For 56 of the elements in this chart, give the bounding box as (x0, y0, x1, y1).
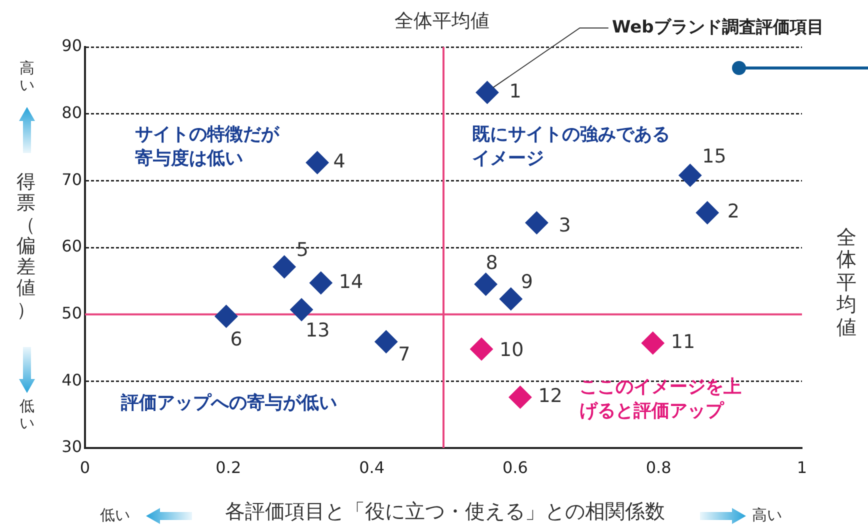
annotation: 12 (538, 385, 562, 408)
point (678, 164, 702, 187)
point (508, 386, 532, 409)
ref-line-label: 全体平均値 (836, 225, 857, 339)
annotation: 8 (486, 252, 498, 274)
point (641, 332, 664, 355)
text: 高い (19, 59, 35, 94)
y-tick-label: 30 (62, 437, 82, 456)
annotation: 4 (333, 150, 346, 173)
ref-line-label: 全体平均値 (394, 9, 490, 34)
annotation: 9 (520, 270, 533, 293)
point (272, 255, 296, 278)
point (309, 271, 332, 294)
annotation: サイトの特徴だが寄与度は低い (135, 124, 280, 169)
annotation: 5 (296, 238, 308, 261)
text: 高い (752, 506, 782, 525)
annotation: ここのイメージを上げると評価アップ (580, 376, 742, 422)
annotation: 13 (306, 320, 330, 342)
point (290, 298, 314, 322)
point (499, 287, 522, 310)
point (696, 201, 719, 224)
annotation: 15 (702, 145, 726, 168)
text: 低い (100, 506, 130, 525)
x-tick-label: 1 (796, 458, 808, 477)
point (470, 338, 493, 361)
point (214, 304, 238, 328)
annotation: 14 (338, 270, 364, 293)
point (525, 211, 548, 234)
y-tick-label: 80 (62, 102, 82, 122)
point (374, 330, 398, 354)
y-tick-label: 70 (62, 170, 82, 189)
annotation: 7 (398, 344, 410, 366)
y-axis-title: 得票（偏差値） (16, 171, 36, 321)
y-tick-label: 40 (62, 370, 82, 390)
annotation: 6 (230, 328, 242, 350)
x-tick-label: 0.4 (359, 458, 385, 477)
annotation: 3 (558, 214, 571, 237)
y-tick-label: 50 (62, 303, 82, 322)
annotation: 既にサイトの強みであるイメージ (472, 124, 670, 169)
text: 低い (19, 397, 35, 432)
annotation: 2 (727, 200, 740, 223)
x-tick-label: 0 (80, 458, 90, 477)
y-tick-label: 60 (62, 236, 82, 256)
y-tick-label: 90 (62, 36, 82, 56)
annotation: 1 (509, 80, 522, 102)
x-axis-title: 各評価項目と「役に立つ・使える」との相関係数 (225, 498, 665, 525)
annotation: 評価アップへの寄与が低い (120, 392, 337, 414)
x-tick-label: 0.8 (646, 458, 672, 477)
annotation: 11 (670, 331, 696, 354)
x-tick-label: 0.2 (216, 458, 242, 477)
point (474, 272, 498, 296)
x-tick-label: 0.6 (502, 458, 528, 477)
annotation: 10 (500, 339, 524, 362)
annotation: Webブランド調査評価項目 (612, 17, 824, 38)
point (306, 151, 329, 174)
point (476, 80, 499, 104)
